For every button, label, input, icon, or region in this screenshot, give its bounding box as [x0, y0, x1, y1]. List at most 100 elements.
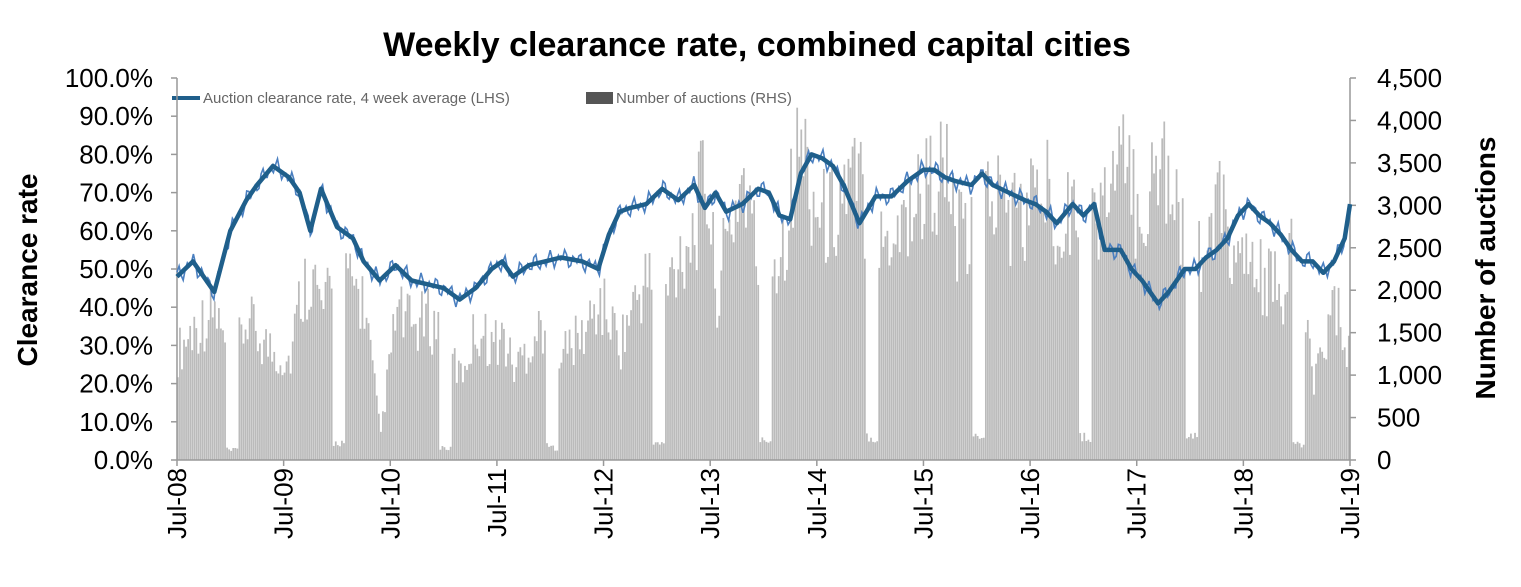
auction-bar	[888, 265, 891, 460]
auction-bar	[847, 158, 850, 461]
auction-bar	[1337, 287, 1340, 460]
auction-bar	[1009, 265, 1012, 460]
auction-bar	[964, 202, 967, 461]
auction-bar	[240, 324, 243, 460]
auction-bar	[585, 331, 587, 460]
auction-bar	[496, 364, 499, 460]
auction-bar	[1019, 183, 1022, 460]
auction-bar	[1347, 335, 1350, 460]
auction-bar	[646, 287, 649, 460]
auction-bar	[1071, 186, 1073, 461]
auction-bar	[308, 309, 310, 460]
auction-bar	[589, 300, 591, 460]
auction-bar	[654, 442, 657, 460]
auction-bar	[256, 351, 259, 460]
auction-bar	[1032, 165, 1034, 460]
auction-bar	[295, 304, 298, 460]
auction-bar	[1341, 350, 1344, 460]
auction-bar	[380, 431, 382, 460]
auction-bar	[857, 153, 860, 460]
auction-bar	[492, 341, 495, 460]
auction-bar	[400, 286, 403, 460]
auction-bar	[1060, 257, 1063, 460]
auction-bar	[1294, 443, 1297, 460]
auction-bar	[1218, 160, 1221, 460]
auction-bar	[521, 355, 524, 460]
auction-bar	[1278, 283, 1280, 460]
auction-bar	[927, 184, 930, 460]
auction-bar	[861, 174, 864, 460]
auction-bar	[375, 395, 378, 460]
auction-bar	[1198, 221, 1200, 460]
auction-bar	[866, 433, 868, 460]
auction-bar	[410, 326, 413, 460]
auction-bar	[761, 437, 764, 460]
auction-bar	[1048, 178, 1051, 460]
auction-bar	[1091, 188, 1094, 460]
auction-bar	[386, 369, 388, 460]
auction-bar	[1083, 432, 1086, 460]
auction-bar	[1110, 183, 1112, 460]
auction-bar	[808, 209, 811, 460]
auction-bar	[638, 294, 641, 460]
auction-bar	[1241, 237, 1244, 460]
right-tick-label: 0	[1377, 445, 1391, 475]
auction-bar	[1087, 439, 1090, 460]
auction-bar	[800, 129, 803, 461]
auction-bar	[527, 357, 530, 460]
auction-bar	[1233, 245, 1235, 460]
auction-bar	[907, 256, 909, 460]
auction-bar	[802, 176, 805, 460]
auction-bar	[519, 347, 522, 460]
auction-bar	[1185, 438, 1188, 460]
auction-bar	[402, 337, 405, 460]
auction-bar	[894, 244, 897, 460]
auction-bar	[896, 215, 899, 460]
auction-bar	[330, 288, 333, 460]
auction-bar	[382, 411, 384, 460]
auction-bar	[757, 284, 760, 460]
auction-bar	[431, 354, 434, 460]
auction-bar	[972, 436, 975, 460]
auction-bar	[1339, 327, 1342, 460]
auction-bar	[1272, 301, 1274, 460]
auction-bar	[254, 330, 257, 460]
auction-bar	[1159, 169, 1162, 461]
auction-bar	[784, 280, 786, 460]
auction-bar	[291, 341, 294, 460]
auction-bar	[736, 221, 739, 460]
right-tick-label: 3,000	[1377, 190, 1442, 220]
auction-bar	[773, 259, 776, 460]
auction-bar	[642, 285, 645, 460]
auction-bar	[181, 369, 183, 460]
x-tick-label: Jul-18	[1228, 468, 1258, 539]
auction-bar	[980, 438, 983, 460]
left-tick-label: 90.0%	[79, 101, 153, 131]
auction-bar	[685, 246, 688, 460]
auction-bar	[954, 226, 956, 460]
auction-bar	[418, 317, 421, 460]
x-tick-label: Jul-15	[908, 468, 938, 539]
auction-bar	[1292, 442, 1295, 460]
auction-bar	[357, 288, 360, 460]
auction-bar	[1067, 172, 1069, 460]
auction-bar	[285, 361, 288, 460]
right-tick-label: 1,500	[1377, 318, 1442, 348]
auction-bar	[1222, 174, 1225, 461]
auction-bar	[1064, 233, 1067, 460]
left-tick-label: 20.0%	[79, 369, 153, 399]
auction-bar	[1030, 158, 1032, 460]
auction-bar	[515, 367, 518, 460]
left-tick-label: 50.0%	[79, 254, 153, 284]
auction-bar	[1046, 139, 1049, 460]
auction-bar	[677, 269, 680, 460]
auction-bar	[203, 351, 206, 460]
auction-bar	[1101, 195, 1104, 460]
left-tick-label: 100.0%	[65, 63, 153, 93]
auction-bar	[831, 165, 833, 461]
auction-bar	[1099, 182, 1102, 460]
auction-bar	[185, 346, 187, 460]
auction-bar	[447, 450, 450, 460]
auction-bar	[1235, 262, 1237, 460]
auction-bar	[304, 258, 306, 460]
